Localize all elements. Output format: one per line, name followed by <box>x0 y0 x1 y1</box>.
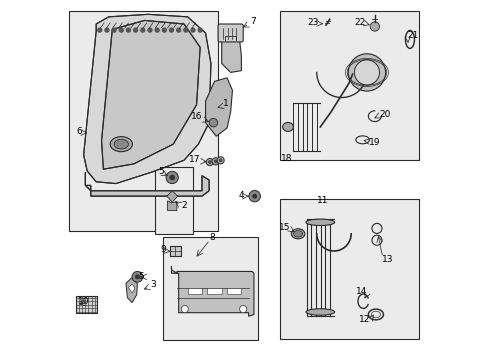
Text: 8: 8 <box>209 233 215 242</box>
Ellipse shape <box>283 122 294 131</box>
Bar <box>280 11 419 159</box>
Polygon shape <box>128 284 135 293</box>
Text: 13: 13 <box>382 255 393 264</box>
Polygon shape <box>221 40 242 72</box>
Circle shape <box>148 28 152 32</box>
Circle shape <box>141 28 145 32</box>
Ellipse shape <box>114 139 128 149</box>
Circle shape <box>170 175 175 180</box>
Circle shape <box>370 22 379 31</box>
Circle shape <box>98 28 102 32</box>
Text: 10: 10 <box>77 297 89 306</box>
Circle shape <box>119 28 123 32</box>
Circle shape <box>249 190 260 202</box>
Circle shape <box>155 28 159 32</box>
Circle shape <box>240 306 247 313</box>
Circle shape <box>209 118 218 127</box>
Ellipse shape <box>306 309 335 315</box>
Circle shape <box>198 28 202 32</box>
Circle shape <box>177 28 181 32</box>
Text: 12: 12 <box>359 315 370 324</box>
Polygon shape <box>126 278 137 303</box>
Circle shape <box>132 271 143 282</box>
Circle shape <box>208 161 211 163</box>
Circle shape <box>219 159 222 162</box>
Circle shape <box>166 171 178 184</box>
Ellipse shape <box>291 229 305 239</box>
Text: 5: 5 <box>138 271 144 280</box>
Text: 7: 7 <box>250 17 256 26</box>
Text: 11: 11 <box>317 195 328 204</box>
Text: 15: 15 <box>279 223 291 232</box>
Text: 3: 3 <box>150 280 156 289</box>
Text: 21: 21 <box>407 31 418 40</box>
Bar <box>188 288 202 294</box>
Text: 17: 17 <box>189 155 200 164</box>
Text: 20: 20 <box>379 110 391 119</box>
Circle shape <box>105 28 109 32</box>
Text: 6: 6 <box>76 127 82 136</box>
Ellipse shape <box>306 219 335 226</box>
Circle shape <box>126 28 130 32</box>
Bar <box>280 199 419 338</box>
Text: 4: 4 <box>239 191 245 200</box>
Text: 16: 16 <box>191 112 203 121</box>
Polygon shape <box>101 21 200 169</box>
Circle shape <box>135 275 140 279</box>
FancyBboxPatch shape <box>218 24 243 42</box>
Circle shape <box>134 28 138 32</box>
Text: 22: 22 <box>354 18 365 27</box>
Circle shape <box>162 28 166 32</box>
Bar <box>207 288 221 294</box>
Text: 9: 9 <box>160 245 166 254</box>
Circle shape <box>354 60 379 85</box>
Circle shape <box>348 54 386 91</box>
Polygon shape <box>172 266 254 316</box>
Circle shape <box>170 28 173 32</box>
Text: 2: 2 <box>181 201 187 210</box>
Circle shape <box>181 306 188 313</box>
Bar <box>227 288 242 294</box>
Text: 1: 1 <box>223 99 228 108</box>
Polygon shape <box>167 191 177 202</box>
Polygon shape <box>168 201 177 211</box>
Ellipse shape <box>110 136 132 152</box>
Circle shape <box>217 157 224 164</box>
Text: 23: 23 <box>308 18 319 27</box>
Circle shape <box>112 28 116 32</box>
Bar <box>76 296 97 314</box>
Text: 14: 14 <box>356 287 367 296</box>
Text: 5: 5 <box>158 167 164 176</box>
Polygon shape <box>84 14 211 184</box>
Ellipse shape <box>294 230 302 237</box>
Circle shape <box>184 28 188 32</box>
Polygon shape <box>205 78 232 136</box>
Circle shape <box>214 160 217 163</box>
Circle shape <box>191 28 195 32</box>
Circle shape <box>206 158 214 166</box>
Text: 18: 18 <box>281 154 293 163</box>
Polygon shape <box>85 173 209 196</box>
Bar <box>163 237 258 340</box>
Bar <box>170 246 181 256</box>
Bar <box>69 11 218 231</box>
Text: 19: 19 <box>368 138 380 147</box>
Bar <box>155 167 194 234</box>
Circle shape <box>252 194 257 198</box>
Circle shape <box>212 158 219 165</box>
